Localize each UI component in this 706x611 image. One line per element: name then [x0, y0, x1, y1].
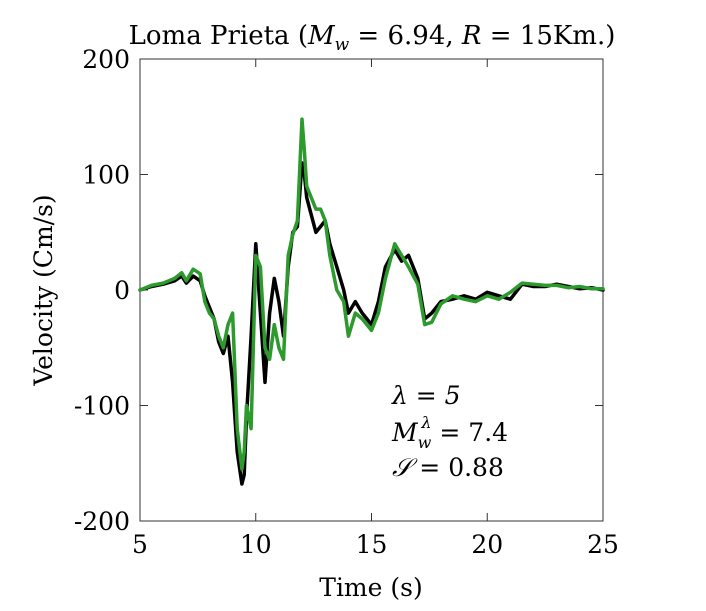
y-tick-label: 100	[82, 161, 130, 190]
chart-title: Loma Prieta (Mw = 6.94, R = 15Km.)	[129, 21, 616, 55]
y-axis-label: Velocity (Cm/s)	[29, 194, 58, 386]
y-axis-ticks: 200 100 0 -100 -200	[74, 45, 603, 536]
series-layer	[138, 117, 605, 486]
x-axis-ticks: 5 10 15 20 25	[132, 59, 619, 559]
y-tick-label: -100	[74, 392, 130, 421]
y-tick-label: 0	[114, 276, 130, 305]
annotation-lambda: λ = 5	[391, 381, 461, 410]
annotation-block: λ = 5 Mwλ = 7.4 𝒮 = 0.88	[391, 381, 508, 482]
series-line-1	[138, 161, 605, 486]
plot-frame	[139, 58, 604, 522]
y-tick-label: 200	[82, 45, 130, 74]
x-tick-label: 20	[471, 530, 503, 559]
x-tick-label: 25	[587, 530, 619, 559]
series-line-2	[138, 117, 605, 471]
y-tick-label: -200	[74, 507, 130, 536]
annotation-s: 𝒮 = 0.88	[392, 453, 504, 482]
annotation-mw: Mwλ = 7.4	[391, 413, 508, 452]
x-tick-label: 10	[240, 530, 272, 559]
x-axis-label: Time (s)	[319, 573, 422, 602]
x-tick-label: 15	[356, 530, 388, 559]
x-tick-label: 5	[132, 530, 148, 559]
